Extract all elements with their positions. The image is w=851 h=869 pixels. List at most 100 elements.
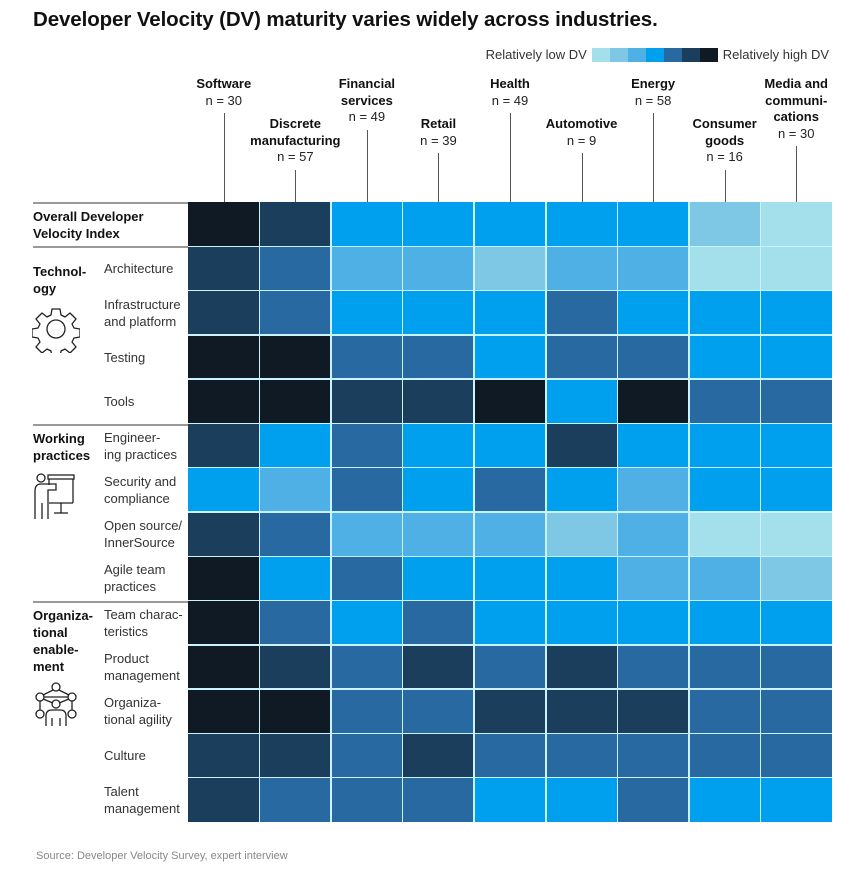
column-header: Discrete manufacturing n = 57: [235, 116, 355, 166]
row-label-line: management: [104, 668, 180, 683]
heatmap-cell: [260, 379, 331, 423]
heatmap-cell: [546, 689, 617, 733]
row-label: Culture: [104, 747, 188, 764]
heatmap-cell: [689, 778, 760, 822]
heatmap-cell: [546, 247, 617, 290]
heatmap-cell: [546, 778, 617, 822]
heatmap-cell: [260, 557, 331, 600]
heatmap-cell: [474, 335, 546, 379]
column-sample-size: n = 30: [205, 92, 243, 108]
heatmap-cell: [260, 734, 331, 777]
heatmap-cell: [761, 512, 832, 556]
heatmap-cell: [260, 689, 331, 733]
heatmap-cell: [689, 468, 760, 512]
column-name: cations: [773, 109, 819, 124]
divider: [33, 424, 188, 426]
column-name: Energy: [631, 76, 676, 91]
heatmap-cell: [403, 778, 474, 822]
heatmap-cell: [188, 247, 259, 290]
heatmap-cell: [331, 601, 402, 645]
column-name: Media and: [764, 76, 828, 91]
row-label: Tools: [104, 393, 188, 410]
heatmap-cell: [188, 557, 259, 600]
group-label-line: ogy: [33, 281, 57, 296]
legend-swatch: [645, 47, 664, 62]
column-header: Automotive n = 9: [522, 116, 642, 149]
legend-swatch: [699, 47, 718, 62]
column-header: Software n = 30: [164, 76, 284, 109]
heatmap-cell: [188, 291, 259, 335]
row-label-line: Engineer-: [104, 429, 161, 445]
heatmap-cell: [188, 689, 259, 733]
column-name: goods: [705, 132, 745, 148]
heatmap-cell: [403, 335, 474, 379]
heatmap-cell: [546, 734, 617, 777]
heatmap-cell: [689, 379, 760, 423]
heatmap-cell: [689, 202, 760, 246]
heatmap-cell: [474, 379, 546, 423]
row-label-line: Tools: [104, 393, 135, 409]
heatmap-cell: [331, 512, 402, 556]
presenter-icon: [34, 473, 75, 519]
heatmap-cell: [474, 202, 546, 246]
chart-title: Developer Velocity (DV) maturity varies …: [33, 8, 658, 31]
heatmap-cell: [761, 468, 832, 512]
leader-line: [582, 153, 583, 202]
row-label-line: Agile team: [104, 562, 166, 578]
heatmap-cell: [474, 512, 546, 556]
heatmap-cell: [331, 778, 402, 822]
row-label: Team charac-teristics: [104, 606, 188, 640]
heatmap-cell: [474, 468, 546, 512]
row-label: Security and compliance: [104, 473, 188, 507]
row-label: Engineer-ing practices: [104, 429, 188, 463]
column-name: manufacturing: [250, 132, 341, 148]
heatmap-cell: [618, 424, 689, 467]
column-name: Financial: [338, 76, 396, 91]
heatmap-cell: [403, 734, 474, 777]
heatmap-cell: [761, 379, 832, 423]
legend-swatch: [681, 47, 700, 62]
heatmap-cell: [260, 512, 331, 556]
column-sample-size: n = 16: [706, 149, 743, 164]
heatmap-cell: [188, 468, 259, 512]
row-label-line: Infrastructure: [104, 296, 181, 312]
heatmap-cell: [761, 734, 832, 777]
heatmap-cell: [761, 247, 832, 290]
heatmap-cell: [260, 335, 331, 379]
heatmap-cell: [618, 379, 689, 423]
heatmap-cell: [188, 645, 259, 689]
heatmap-cell: [331, 291, 402, 335]
row-label: Agile team practices: [104, 561, 188, 595]
heatmap-cell: [546, 645, 617, 689]
group-label-technology: Technol- ogy: [33, 263, 86, 297]
column-header: Financial services n = 49: [307, 76, 427, 126]
heatmap-cell: [474, 645, 546, 689]
heatmap-cell: [188, 512, 259, 556]
heatmap-cell: [761, 689, 832, 733]
heatmap-grid: [188, 202, 832, 822]
group-label-organizational-enablement: Organiza- tional enable- ment: [33, 607, 93, 675]
heatmap-cell: [403, 202, 474, 246]
legend-swatch: [609, 47, 628, 62]
column-header: Media and communi-cations n = 30: [736, 76, 851, 142]
row-label-line: and platform: [104, 313, 177, 329]
legend-swatch: [627, 47, 646, 62]
heatmap-cell: [331, 424, 402, 467]
heatmap-cell: [403, 379, 474, 423]
heatmap-cell: [474, 778, 546, 822]
row-label: Talent management: [104, 783, 188, 817]
row-label-line: Culture: [104, 748, 146, 764]
heatmap-cell: [618, 778, 689, 822]
group-label-line: ment: [33, 659, 65, 674]
column-name: communi-: [765, 92, 828, 108]
row-label-line: teristics: [104, 623, 149, 639]
heatmap-cell: [188, 379, 259, 423]
leader-line: [653, 113, 654, 202]
heatmap-cell: [260, 424, 331, 467]
row-label-line: management: [104, 800, 180, 816]
legend-swatch: [663, 47, 682, 62]
heatmap-cell: [618, 512, 689, 556]
column-name: Health: [490, 76, 530, 91]
heatmap-cell: [689, 247, 760, 290]
column-sample-size: n = 39: [420, 132, 457, 148]
